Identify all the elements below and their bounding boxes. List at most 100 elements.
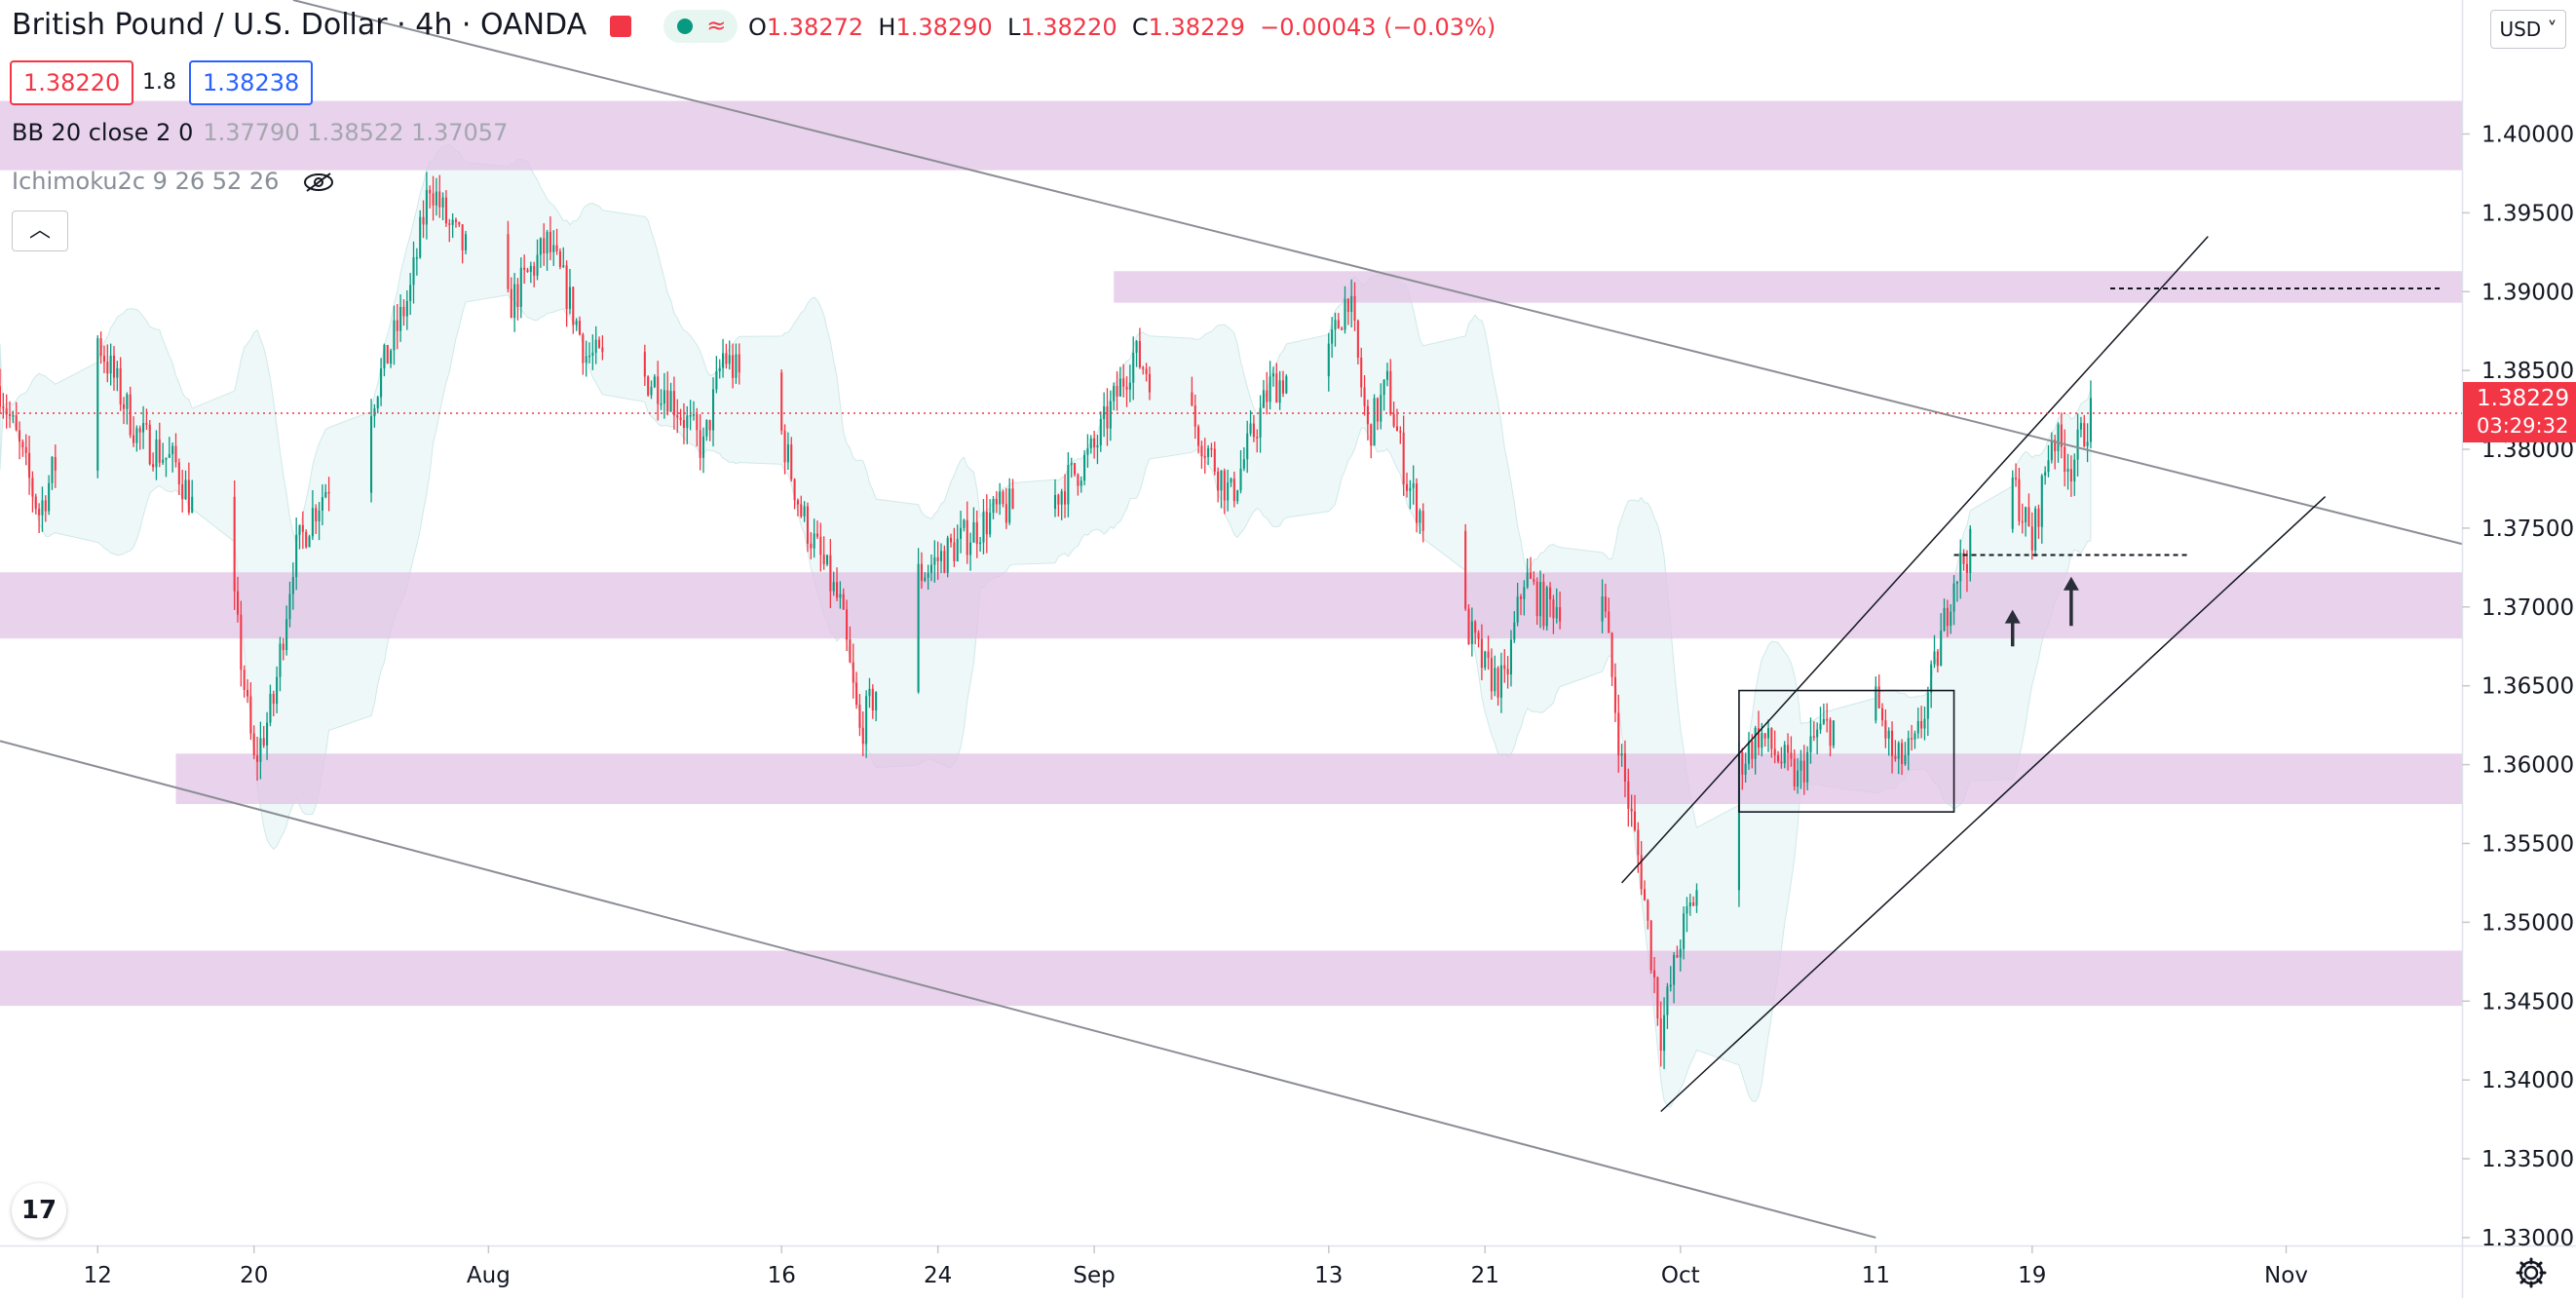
open-label: O	[748, 14, 767, 41]
candle	[409, 273, 412, 316]
candle	[301, 511, 304, 550]
candle	[1946, 599, 1949, 637]
candle	[1656, 976, 1659, 1026]
candle	[1252, 414, 1255, 442]
candle-body	[558, 250, 561, 267]
candle-body	[1116, 385, 1118, 397]
time-tick-label: 21	[1471, 1263, 1499, 1288]
bb-indicator-legend[interactable]: BB 20 close 2 0 1.37790 1.38522 1.37057	[12, 119, 508, 146]
data-status-pill[interactable]: ≈	[663, 9, 739, 43]
candle	[1239, 450, 1242, 494]
candle	[399, 294, 402, 342]
candle-body	[924, 577, 927, 581]
candle-body	[1200, 445, 1203, 457]
candle-body	[1259, 407, 1262, 438]
candle	[19, 421, 21, 460]
candle	[1790, 736, 1793, 767]
market-closed-icon[interactable]	[609, 15, 631, 37]
candle-body	[1506, 669, 1509, 674]
candle-body	[953, 542, 956, 561]
candle-body	[8, 414, 12, 416]
time-tick-label: 20	[240, 1263, 268, 1288]
candle	[1203, 438, 1206, 475]
currency-selector[interactable]: USD ˅	[2490, 10, 2566, 49]
candle-body	[380, 368, 383, 398]
candle-body	[373, 407, 376, 417]
tradingview-logo-icon[interactable]: 17	[12, 1183, 66, 1238]
candle	[2086, 423, 2089, 463]
candle-body	[1334, 320, 1337, 330]
candle-body	[519, 267, 522, 307]
candle-body	[1819, 723, 1822, 730]
candle-body	[1766, 728, 1770, 739]
candle	[852, 643, 854, 699]
candle	[1213, 441, 1216, 476]
candle-body	[1613, 676, 1616, 713]
candle-body	[1252, 423, 1255, 438]
candle-body	[1737, 752, 1740, 891]
candle	[288, 581, 291, 628]
candle	[1741, 747, 1744, 790]
candle	[585, 340, 587, 377]
candle	[1897, 741, 1900, 775]
candle	[924, 572, 927, 583]
candle	[168, 437, 170, 458]
price-tick-label: 1.33500	[2481, 1147, 2574, 1172]
candle-body	[1113, 385, 1116, 402]
candle-body	[2086, 441, 2089, 446]
candle	[1955, 581, 1958, 602]
collapse-legend-button[interactable]: ︿	[12, 211, 68, 251]
exchange-label: OANDA	[479, 8, 587, 42]
candle-body	[735, 354, 738, 378]
candle	[689, 400, 692, 431]
candle-body	[1467, 608, 1470, 644]
candle-body	[282, 643, 284, 651]
candle-body	[1106, 405, 1109, 429]
gear-icon[interactable]	[2512, 1253, 2551, 1292]
candle	[832, 571, 835, 596]
candle	[1499, 652, 1502, 713]
candle-body	[122, 403, 126, 409]
ichimoku-indicator-legend[interactable]: Ichimoku2c 9 26 52 26	[12, 168, 335, 195]
candle	[1777, 750, 1780, 764]
candle-body	[1223, 470, 1226, 501]
candle-body	[825, 555, 829, 565]
candle	[191, 479, 194, 514]
buy-price-button[interactable]: 1.38238	[189, 60, 314, 105]
candle-body	[38, 509, 41, 516]
candle-body	[1780, 761, 1783, 764]
sell-price-button[interactable]: 1.38220	[10, 60, 134, 105]
candle-body	[1269, 376, 1271, 402]
candle	[243, 665, 246, 698]
candle	[1464, 523, 1467, 611]
candle	[989, 499, 992, 538]
candle	[1389, 359, 1392, 416]
candle-body	[34, 496, 37, 510]
symbol-legend[interactable]: British Pound / U.S. Dollar · 4h · OANDA…	[12, 8, 739, 43]
candle-body	[1477, 632, 1480, 639]
candle-body	[2083, 423, 2086, 446]
eye-off-icon[interactable]	[302, 172, 335, 192]
candle-body	[1901, 743, 1904, 765]
price-tick-label: 1.35000	[2481, 910, 2574, 936]
candle-body	[1643, 889, 1647, 900]
candle	[1122, 364, 1125, 398]
candle	[1965, 550, 1968, 593]
interval-label[interactable]: 4h	[415, 8, 453, 42]
candle	[2066, 453, 2069, 490]
candle-body	[575, 321, 578, 326]
candle-body	[533, 265, 536, 276]
candle	[1516, 582, 1519, 627]
candle-body	[849, 639, 852, 663]
candle-body	[861, 727, 864, 745]
candle-body	[2030, 526, 2033, 551]
candle-body	[1063, 491, 1067, 505]
symbol-name[interactable]: British Pound / U.S. Dollar	[12, 8, 388, 42]
candle	[1683, 906, 1686, 960]
candle	[1907, 730, 1910, 771]
candle	[276, 666, 279, 713]
candle	[1057, 493, 1060, 517]
candle	[2027, 493, 2030, 527]
